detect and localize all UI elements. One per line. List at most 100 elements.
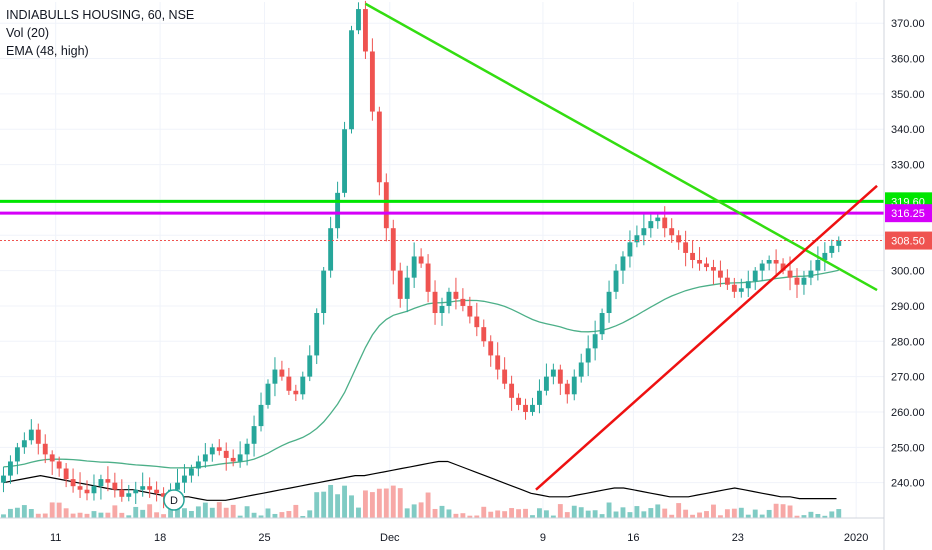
dividend-event-marker[interactable]: D: [163, 489, 185, 511]
trendlines[interactable]: [364, 2, 878, 491]
candle-body: [188, 468, 194, 476]
horizontal-levels[interactable]: [0, 199, 884, 242]
volume-bar: [724, 509, 730, 518]
volume-bar: [356, 507, 361, 518]
candle-body: [397, 270, 403, 299]
price-tick-label: 360.00: [891, 54, 925, 66]
symbol-title[interactable]: INDIABULLS HOUSING, 60, NSE: [6, 8, 195, 22]
candle-body: [634, 235, 640, 243]
event-marker-label: D: [170, 495, 178, 507]
volume-bar: [349, 495, 354, 518]
price-tick-label: 260.00: [891, 407, 925, 419]
candle-body: [724, 277, 730, 285]
volume-bar: [56, 502, 62, 518]
volume-bar: [98, 512, 104, 518]
candle-body: [571, 376, 577, 395]
volume-bar: [711, 504, 716, 518]
candle-body: [251, 426, 257, 444]
candle-body: [599, 313, 605, 335]
volume-bar: [599, 514, 605, 518]
price-tick-label: 280.00: [891, 336, 925, 348]
volume-bar: [474, 515, 480, 518]
volume-bar: [258, 515, 264, 518]
candle-body: [745, 281, 751, 289]
price-tick-label: 340.00: [891, 124, 925, 136]
volume-bar: [154, 512, 160, 518]
candle-body: [49, 454, 55, 462]
volume-bar: [641, 511, 647, 518]
time-axis[interactable]: 11 18 25 Dec 9 16 23 2020: [0, 517, 884, 544]
volume-bar: [585, 510, 591, 518]
volume-bar: [418, 502, 424, 518]
volume-bar: [397, 488, 403, 518]
volume-bars: [1, 484, 842, 518]
candle-body: [620, 256, 626, 271]
candle-body: [42, 443, 48, 455]
volume-bar: [251, 512, 257, 518]
volume-bar: [147, 504, 153, 518]
candle-body: [223, 450, 229, 458]
ema-indicator-label[interactable]: EMA (48, high): [6, 44, 89, 58]
volume-bar: [578, 507, 584, 518]
candle-body: [676, 235, 682, 243]
candle-body: [502, 369, 508, 384]
candle-body: [390, 228, 396, 271]
volume-bar: [244, 506, 250, 518]
volume-bar: [446, 509, 452, 518]
time-tick-label: 16: [627, 532, 639, 544]
price-tag-label-last_price: 308.50: [891, 236, 925, 248]
candle-body: [704, 263, 709, 268]
volume-bar: [704, 511, 709, 518]
candle-body: [272, 369, 278, 384]
volume-bar: [801, 515, 807, 518]
candle-body: [592, 334, 598, 349]
candle-body: [56, 461, 62, 469]
candle-body: [557, 369, 563, 384]
candle-body: [662, 217, 668, 229]
time-tick-label: 2020: [844, 532, 868, 544]
price-axis[interactable]: 240.00 250.00 260.00 270.00 280.00 290.00 300.…: [883, 0, 925, 550]
volume-indicator-label[interactable]: Vol (20): [6, 26, 50, 40]
volume-bar: [669, 514, 675, 518]
candle-body: [836, 240, 842, 246]
candle-body: [404, 277, 410, 299]
candle-body: [585, 348, 591, 363]
volume-bar: [119, 512, 125, 518]
candle-body: [509, 383, 515, 398]
candle-body: [28, 429, 34, 441]
volume-bar: [815, 513, 821, 518]
volume-bar: [495, 510, 501, 518]
volume-bar: [404, 508, 410, 518]
volume-bar: [335, 494, 341, 518]
volume-bar: [230, 504, 236, 518]
candle-body: [717, 270, 723, 278]
candle-body: [613, 270, 619, 292]
candle-body: [738, 288, 744, 292]
volume-bar: [773, 503, 779, 518]
price-tick-label: 240.00: [891, 478, 925, 490]
volume-bar: [780, 504, 786, 518]
candle-body: [467, 305, 473, 317]
candle-body: [77, 486, 83, 490]
volume-bar: [439, 505, 445, 518]
grid-lines: [0, 2, 884, 518]
candle-body: [425, 263, 431, 292]
volume-bar: [516, 509, 522, 518]
candle-body: [202, 454, 208, 462]
candle-body: [773, 260, 779, 264]
candle-body: [349, 30, 354, 130]
volume-bar: [91, 511, 97, 518]
candle-body: [161, 493, 167, 497]
candles: [1, 0, 842, 509]
candle-body: [63, 468, 69, 480]
candle-body: [105, 479, 111, 483]
candle-body: [119, 489, 125, 497]
candle-body: [752, 270, 758, 282]
volume-bar: [279, 512, 285, 518]
volume-bar: [342, 485, 347, 518]
volume-bar: [321, 491, 327, 518]
volume-bar: [648, 508, 654, 518]
candle-body: [418, 256, 424, 264]
volume-bar: [683, 509, 689, 518]
